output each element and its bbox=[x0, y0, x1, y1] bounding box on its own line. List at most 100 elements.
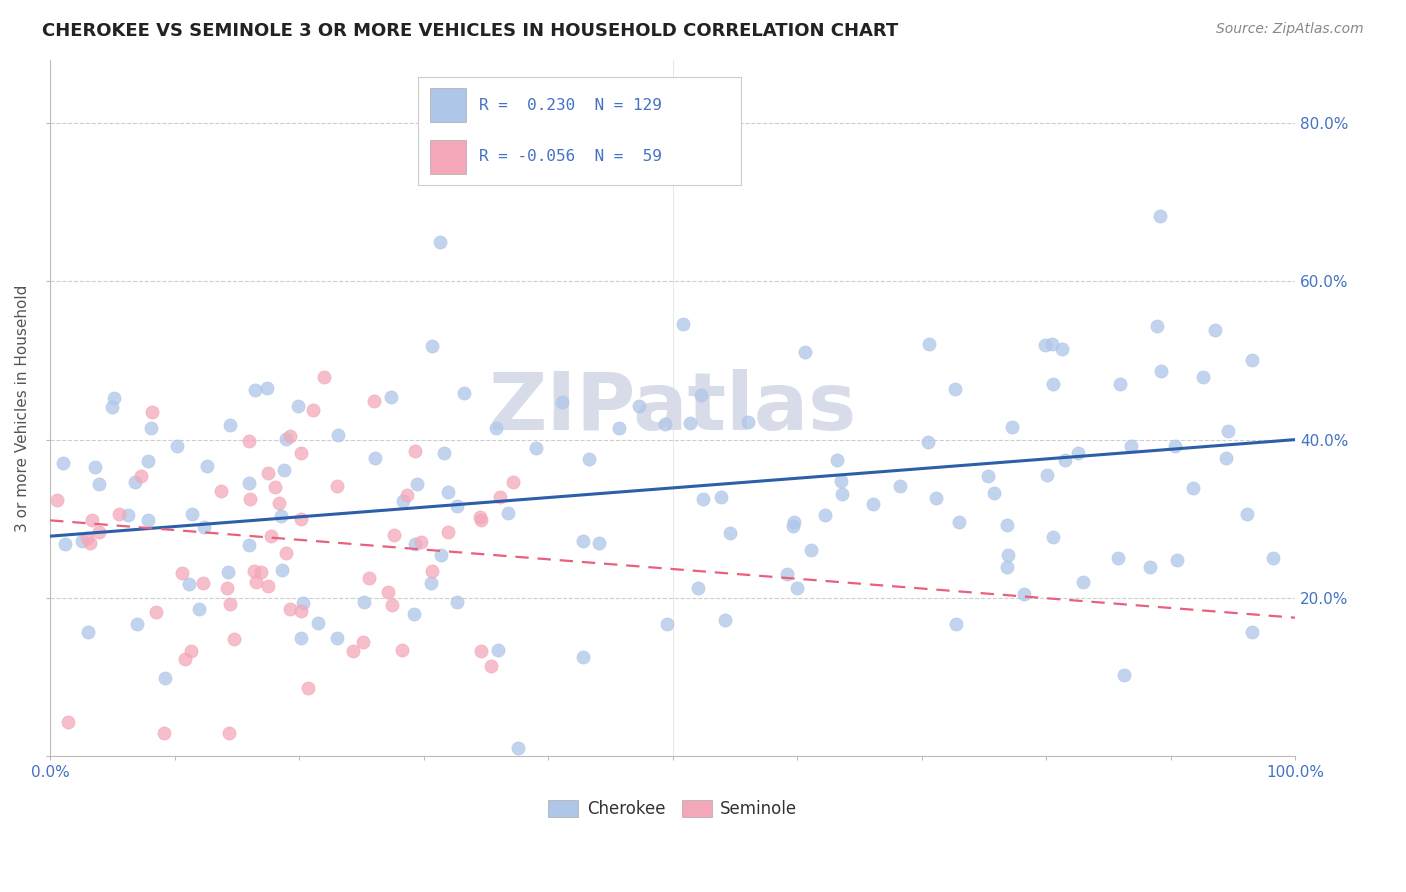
Point bbox=[502, 475, 524, 489]
Point bbox=[1109, 377, 1132, 392]
Point bbox=[84, 460, 107, 475]
Point bbox=[103, 392, 125, 406]
Point bbox=[404, 444, 426, 458]
Point bbox=[1166, 553, 1188, 567]
Point bbox=[263, 480, 285, 494]
Point bbox=[342, 644, 364, 658]
Point bbox=[238, 434, 260, 448]
Point bbox=[588, 535, 610, 549]
Point bbox=[794, 345, 817, 359]
Point bbox=[453, 386, 475, 401]
Point bbox=[155, 671, 177, 685]
Point bbox=[800, 543, 823, 558]
Point bbox=[297, 681, 319, 696]
Point bbox=[381, 598, 404, 612]
Point bbox=[508, 741, 530, 756]
Point bbox=[238, 476, 260, 491]
Point bbox=[250, 565, 273, 579]
Point bbox=[983, 486, 1005, 500]
Point bbox=[125, 616, 148, 631]
Point bbox=[136, 513, 159, 527]
Point bbox=[830, 474, 852, 488]
Point bbox=[117, 508, 139, 522]
Point bbox=[219, 417, 242, 432]
Point bbox=[470, 513, 492, 527]
Point bbox=[276, 432, 298, 446]
Point bbox=[786, 581, 808, 595]
Point bbox=[945, 616, 967, 631]
Point bbox=[224, 632, 246, 646]
Point bbox=[654, 417, 676, 431]
Text: Source: ZipAtlas.com: Source: ZipAtlas.com bbox=[1216, 22, 1364, 37]
Point bbox=[195, 459, 218, 474]
Point bbox=[326, 631, 349, 645]
Point bbox=[655, 617, 678, 632]
Point bbox=[290, 632, 312, 646]
Point bbox=[170, 566, 193, 580]
Point bbox=[1053, 452, 1076, 467]
Point bbox=[433, 446, 456, 460]
Point bbox=[1114, 668, 1136, 682]
Point bbox=[1150, 364, 1173, 378]
Point bbox=[219, 598, 242, 612]
Point bbox=[446, 595, 468, 609]
Point bbox=[1236, 507, 1258, 521]
Point bbox=[479, 658, 502, 673]
Point bbox=[238, 538, 260, 552]
Point bbox=[271, 563, 294, 577]
Point bbox=[1001, 419, 1024, 434]
Point bbox=[180, 644, 202, 658]
Point bbox=[689, 387, 711, 401]
Point bbox=[290, 604, 312, 618]
Point bbox=[141, 421, 163, 435]
Point bbox=[468, 510, 491, 524]
Point bbox=[239, 492, 262, 507]
Point bbox=[191, 576, 214, 591]
Point bbox=[679, 416, 702, 430]
Point bbox=[217, 565, 239, 579]
Point bbox=[328, 428, 350, 442]
Point bbox=[948, 516, 970, 530]
Point bbox=[404, 537, 426, 551]
Point bbox=[209, 483, 232, 498]
Point bbox=[218, 725, 240, 739]
Legend: Cherokee, Seminole: Cherokee, Seminole bbox=[541, 793, 804, 824]
Point bbox=[352, 635, 374, 649]
Point bbox=[1036, 467, 1059, 482]
Point bbox=[1139, 560, 1161, 574]
Point bbox=[710, 491, 733, 505]
Point bbox=[737, 415, 759, 429]
Text: ZIPatlas: ZIPatlas bbox=[489, 369, 856, 447]
Point bbox=[174, 652, 197, 666]
Y-axis label: 3 or more Vehicles in Household: 3 or more Vehicles in Household bbox=[15, 285, 30, 532]
Point bbox=[136, 454, 159, 468]
Point bbox=[578, 451, 600, 466]
Point bbox=[391, 642, 413, 657]
Point bbox=[1240, 352, 1263, 367]
Point bbox=[243, 383, 266, 397]
Point bbox=[825, 453, 848, 467]
Point bbox=[278, 602, 301, 616]
Point bbox=[437, 485, 460, 500]
Point bbox=[686, 582, 709, 596]
Point bbox=[889, 479, 911, 493]
Point bbox=[307, 616, 329, 631]
Point bbox=[1042, 377, 1064, 392]
Point bbox=[166, 439, 188, 453]
Point bbox=[995, 559, 1018, 574]
Point bbox=[273, 463, 295, 477]
Point bbox=[290, 512, 312, 526]
Point bbox=[193, 520, 215, 534]
Point bbox=[402, 607, 425, 621]
Point bbox=[436, 524, 458, 539]
Point bbox=[179, 576, 201, 591]
Point bbox=[692, 491, 714, 506]
Point bbox=[977, 468, 1000, 483]
Point bbox=[420, 575, 443, 590]
Point bbox=[1181, 482, 1204, 496]
Point bbox=[1204, 323, 1226, 337]
Point bbox=[89, 524, 111, 539]
Point bbox=[377, 584, 399, 599]
Point bbox=[409, 534, 432, 549]
Point bbox=[925, 491, 948, 505]
